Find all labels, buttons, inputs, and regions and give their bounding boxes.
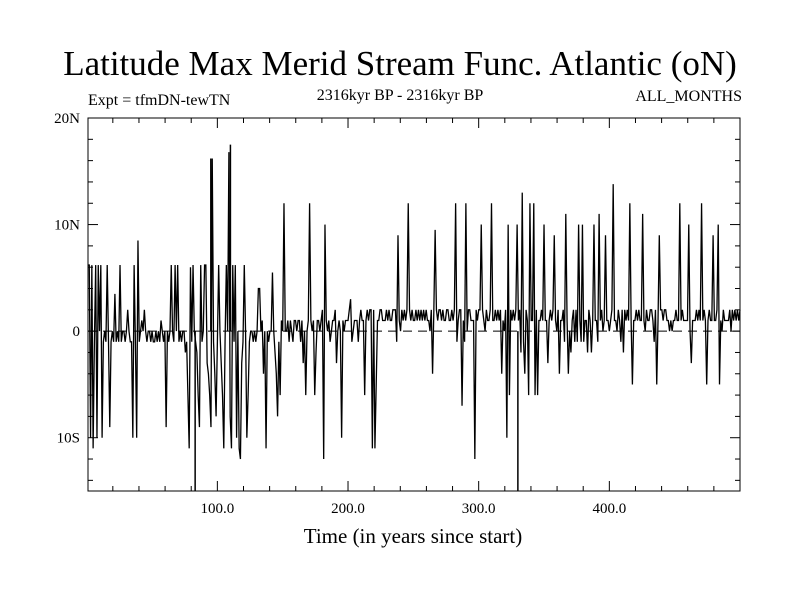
x-axis-label: Time (in years since start) <box>303 524 523 548</box>
y-tick-label: 0 <box>73 324 81 340</box>
plot-frame <box>87 117 741 492</box>
experiment-label: Expt = tfmDN-tewTN <box>88 92 231 109</box>
x-tick-label: 400.0 <box>592 501 626 517</box>
data-series-line <box>88 152 741 460</box>
plot-area: 100.0 200.0 300.0 400.0 20N 10N 0 10S <box>54 111 741 517</box>
y-tick-label: 10S <box>57 431 80 447</box>
x-tick-label: 300.0 <box>462 501 496 517</box>
x-tick-label: 100.0 <box>200 501 234 517</box>
x-tick-label: 200.0 <box>331 501 365 517</box>
period-label: 2316kyr BP - 2316kyr BP <box>316 87 484 104</box>
months-label: ALL_MONTHS <box>635 88 742 105</box>
y-tick-label: 20N <box>54 111 80 127</box>
y-tick-label: 10N <box>54 218 80 234</box>
chart-title: Latitude Max Merid Stream Func. Atlantic… <box>63 44 737 83</box>
